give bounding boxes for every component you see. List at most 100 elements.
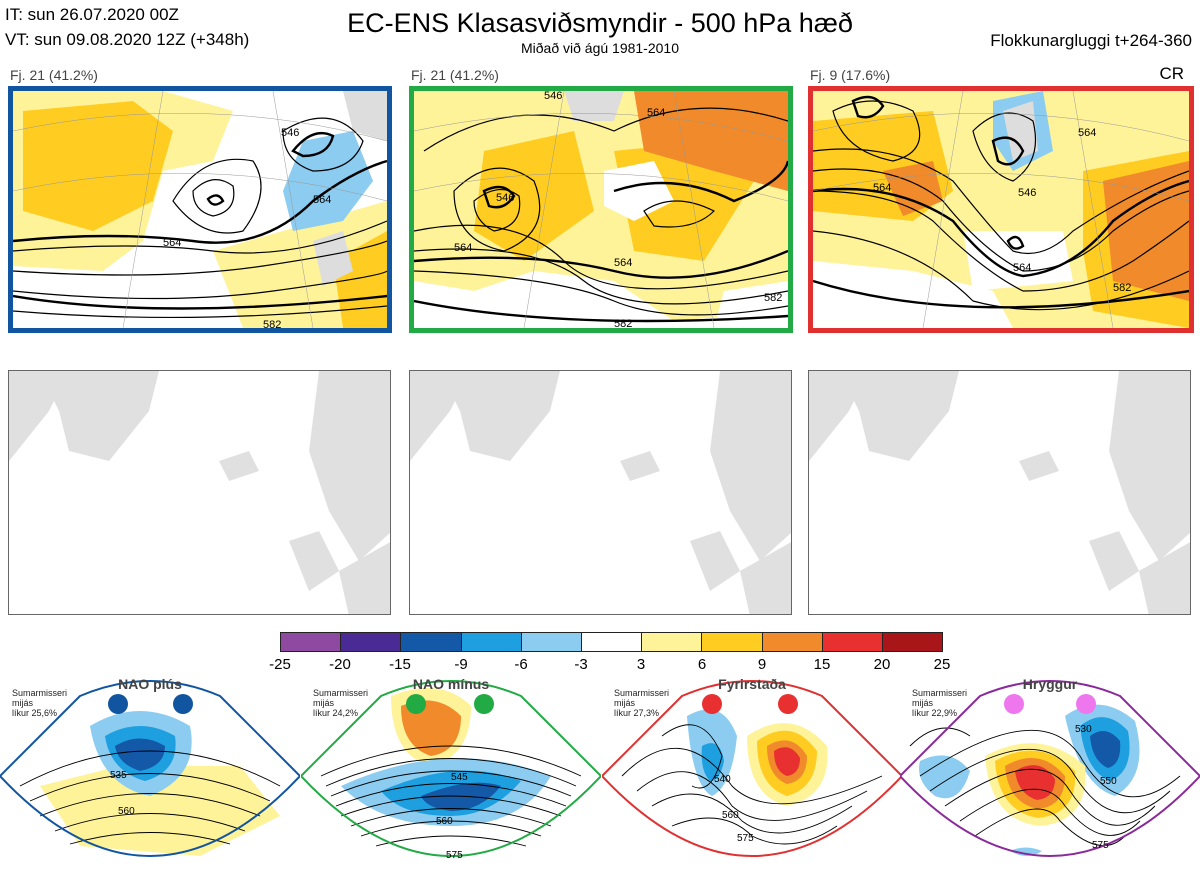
colorbar-tick: -6 — [514, 656, 528, 673]
colorbar-swatch — [401, 633, 462, 651]
colorbar-ticks: -25 -20 -15 -9 -6 -3 3 6 9 15 20 25 — [0, 656, 1200, 676]
regime-marker-dot — [1076, 694, 1096, 714]
regime-info: Sumarmisseri mijás líkur 27,3% — [614, 688, 669, 718]
regime-info: Sumarmisseri mijás líkur 24,2% — [313, 688, 368, 718]
colorbar-swatch — [581, 633, 643, 651]
colorbar-swatch — [882, 633, 943, 651]
cluster-2-label: Fj. 21 (41.2%) — [411, 67, 499, 83]
regime-name: Hryggur — [1022, 676, 1078, 692]
regime-probability: líkur 25,6% — [12, 708, 58, 718]
cluster-3-label: Fj. 9 (17.6%) — [810, 67, 891, 83]
cluster-1-label: Fj. 21 (41.2%) — [10, 67, 98, 83]
regime-name: NAO mínus — [412, 676, 490, 692]
regime-marker-dot — [1004, 694, 1024, 714]
contour-label: 564 — [1013, 262, 1031, 274]
regime-probability: líkur 27,3% — [614, 708, 660, 718]
cluster-2-map: 546 564 564 582 582 546 564 — [409, 86, 793, 333]
initial-time: IT: sun 26.07.2020 00Z — [5, 5, 179, 24]
colorbar-tick: 20 — [873, 656, 891, 673]
regime-word: mijás — [313, 698, 335, 708]
contour-label: 564 — [873, 182, 891, 194]
colorbar-swatch — [341, 633, 402, 651]
colorbar-swatch — [822, 633, 883, 651]
contour-label: 560 — [436, 816, 453, 827]
contour-label: 564 — [163, 237, 181, 249]
regime-info: Sumarmisseri mijás líkur 25,6% — [12, 688, 67, 718]
cluster-1-map: 546 564 564 582 — [8, 86, 392, 333]
regime-blocking: 540 560 575 Fyrirstaða Sumarmisseri mijá… — [602, 676, 902, 871]
regime-season: Sumarmisseri — [614, 688, 670, 698]
colorbar-tick: 25 — [933, 656, 951, 673]
colorbar-tick: -15 — [389, 656, 411, 673]
colorbar-tick: -3 — [574, 656, 588, 673]
contour-label: 546 — [496, 192, 514, 204]
colorbar — [280, 632, 943, 652]
colorbar-swatch — [521, 633, 582, 651]
contour-label: 540 — [714, 774, 731, 785]
contour-label: 564 — [1078, 127, 1096, 139]
regime-border — [602, 680, 902, 857]
contour-label: 582 — [263, 319, 281, 328]
regime-border — [0, 680, 300, 857]
contour-label: 582 — [764, 292, 782, 304]
regime-name: Fyrirstaða — [718, 676, 786, 692]
regime-marker-dot — [702, 694, 722, 714]
anomaly-map-1 — [8, 370, 391, 615]
regime-probability: líkur 22,9% — [912, 708, 958, 718]
page-subtitle: Miðað við ágú 1981-2010 — [520, 40, 679, 56]
regime-marker-dot — [778, 694, 798, 714]
regime-probability: líkur 24,2% — [313, 708, 359, 718]
cluster-3-map: 564 564 546 564 582 — [808, 86, 1194, 333]
regime-name: NAO plús — [118, 676, 182, 692]
contour-label: 575 — [1092, 840, 1109, 851]
colorbar-tick: -25 — [269, 656, 291, 673]
regime-word: mijás — [12, 698, 34, 708]
colorbar-tick: 3 — [636, 656, 646, 673]
regime-word: mijás — [614, 698, 636, 708]
colorbar-tick: 15 — [813, 656, 831, 673]
regime-nao-minus: 545 560 575 NAO mínus Sumarmisseri mijás… — [301, 676, 601, 871]
colorbar-swatch — [702, 633, 763, 651]
regime-ridge: 530 550 575 Hryggur Sumarmisseri mijás l… — [900, 676, 1200, 871]
regime-marker-dot — [474, 694, 494, 714]
colorbar-swatch — [642, 633, 703, 651]
contour-label: 560 — [722, 810, 739, 821]
page-title: EC-ENS Klasasviðsmyndir - 500 hPa hæð — [347, 8, 853, 38]
regime-season: Sumarmisseri — [313, 688, 369, 698]
regime-marker-dot — [108, 694, 128, 714]
colorbar-tick: 9 — [757, 656, 767, 673]
window-label: Flokkunargluggi t+264-360 — [990, 31, 1192, 50]
contour-label: 564 — [614, 257, 632, 269]
colorbar-tick: -20 — [329, 656, 351, 673]
regime-marker-dot — [173, 694, 193, 714]
contour-label: 575 — [737, 833, 754, 844]
contour-label: 560 — [118, 806, 135, 817]
anomaly-map-3 — [808, 370, 1191, 615]
contour-label: 530 — [1075, 724, 1092, 735]
contour-label: 535 — [110, 770, 127, 781]
contour-label: 575 — [446, 850, 463, 861]
regime-border — [900, 680, 1200, 857]
regime-word: mijás — [912, 698, 934, 708]
regime-marker-dot — [406, 694, 426, 714]
regime-info: Sumarmisseri mijás líkur 22,9% — [912, 688, 967, 718]
colorbar-tick: 6 — [697, 656, 707, 673]
regime-nao-plus: 535 560 NAO plús Sumarmisseri mijás líku… — [0, 676, 300, 871]
colorbar-swatch — [762, 633, 823, 651]
contour-label: 546 — [281, 127, 299, 139]
contour-label: 546 — [1018, 187, 1036, 199]
contour-label: 564 — [647, 107, 665, 119]
regime-border — [301, 680, 601, 857]
contour-label: 582 — [614, 318, 632, 328]
contour-label: 550 — [1100, 776, 1117, 787]
valid-time: VT: sun 09.08.2020 12Z (+348h) — [5, 30, 250, 49]
colorbar-swatch — [461, 633, 522, 651]
contour-label: 564 — [313, 194, 331, 206]
regime-season: Sumarmisseri — [912, 688, 968, 698]
contour-label: 564 — [454, 242, 472, 254]
contour-label: 545 — [451, 772, 468, 783]
anomaly-map-2 — [409, 370, 792, 615]
cr-label: CR — [1159, 64, 1184, 83]
contour-label: 582 — [1113, 282, 1131, 294]
colorbar-swatch — [281, 633, 342, 651]
